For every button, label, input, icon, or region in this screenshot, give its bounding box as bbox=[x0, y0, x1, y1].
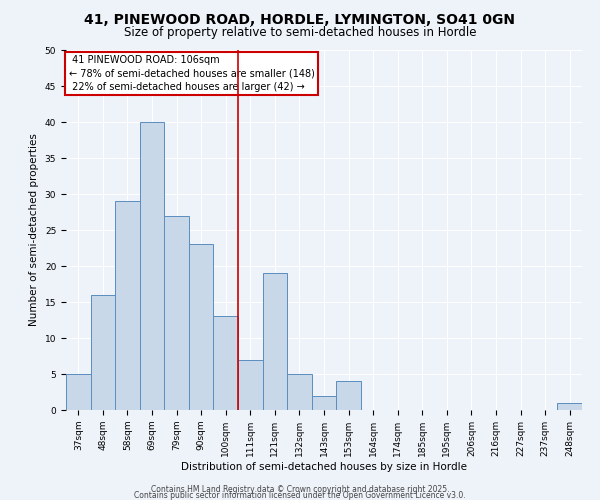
Bar bbox=[557, 403, 582, 410]
Text: Contains public sector information licensed under the Open Government Licence v3: Contains public sector information licen… bbox=[134, 490, 466, 500]
Text: Size of property relative to semi-detached houses in Hordle: Size of property relative to semi-detach… bbox=[124, 26, 476, 39]
Text: 41, PINEWOOD ROAD, HORDLE, LYMINGTON, SO41 0GN: 41, PINEWOOD ROAD, HORDLE, LYMINGTON, SO… bbox=[85, 12, 515, 26]
Bar bbox=[214, 316, 238, 410]
Bar bbox=[263, 273, 287, 410]
Bar bbox=[312, 396, 336, 410]
Text: Contains HM Land Registry data © Crown copyright and database right 2025.: Contains HM Land Registry data © Crown c… bbox=[151, 485, 449, 494]
Text: 41 PINEWOOD ROAD: 106sqm
← 78% of semi-detached houses are smaller (148)
 22% of: 41 PINEWOOD ROAD: 106sqm ← 78% of semi-d… bbox=[68, 56, 314, 92]
X-axis label: Distribution of semi-detached houses by size in Hordle: Distribution of semi-detached houses by … bbox=[181, 462, 467, 471]
Bar bbox=[115, 201, 140, 410]
Bar bbox=[238, 360, 263, 410]
Y-axis label: Number of semi-detached properties: Number of semi-detached properties bbox=[29, 134, 39, 326]
Bar bbox=[66, 374, 91, 410]
Bar bbox=[140, 122, 164, 410]
Bar bbox=[164, 216, 189, 410]
Bar bbox=[189, 244, 214, 410]
Bar bbox=[336, 381, 361, 410]
Bar bbox=[287, 374, 312, 410]
Bar bbox=[91, 295, 115, 410]
